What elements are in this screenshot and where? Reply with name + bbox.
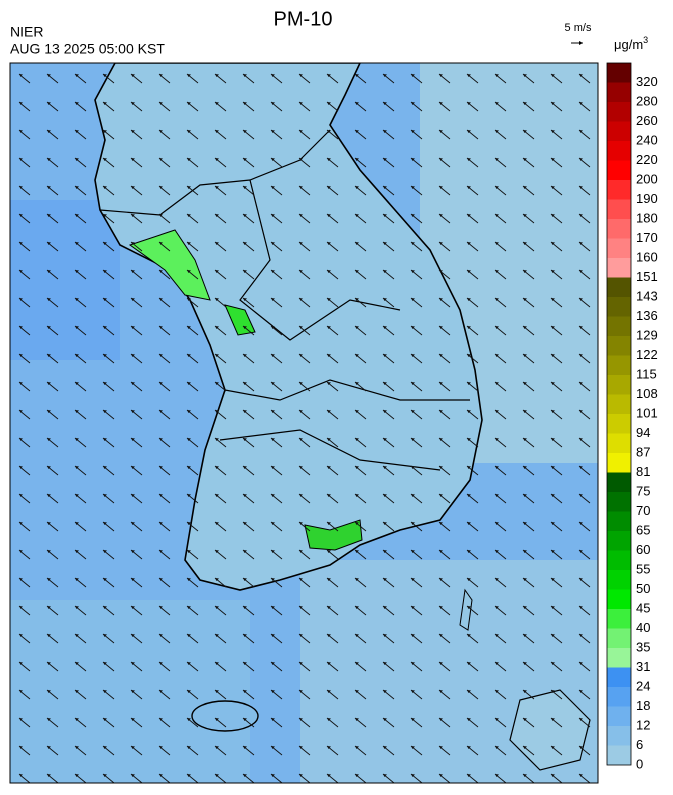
colorbar-segment [607, 394, 631, 414]
colorbar-tick-label: 18 [636, 698, 650, 713]
colorbar-segment [607, 121, 631, 141]
colorbar-segment [607, 667, 631, 687]
colorbar-segment [607, 531, 631, 551]
colorbar-tick-label: 12 [636, 717, 650, 732]
source: NIER [10, 24, 43, 40]
colorbar-tick-label: 108 [636, 386, 658, 401]
colorbar-segment [607, 180, 631, 200]
colorbar-tick-label: 136 [636, 308, 658, 323]
colorbar-tick-label: 101 [636, 405, 658, 420]
colorbar-segment [607, 628, 631, 648]
colorbar-segment [607, 433, 631, 453]
colorbar-tick-label: 24 [636, 678, 650, 693]
colorbar-segment [607, 570, 631, 590]
colorbar-segment [607, 316, 631, 336]
colorbar-tick-label: 87 [636, 444, 650, 459]
colorbar-tick-label: 190 [636, 191, 658, 206]
colorbar-segment [607, 550, 631, 570]
colorbar-tick-label: 70 [636, 503, 650, 518]
colorbar-tick-label: 31 [636, 659, 650, 674]
colorbar-segment [607, 511, 631, 531]
colorbar-tick-label: 115 [636, 366, 657, 381]
colorbar-tick-label: 35 [636, 639, 650, 654]
colorbar-tick-label: 94 [636, 425, 650, 440]
colorbar-segment [607, 355, 631, 375]
colorbar-tick-label: 160 [636, 249, 658, 264]
wind-scale-label: 5 m/s [565, 22, 592, 34]
colorbar-segment [607, 609, 631, 629]
colorbar-frame [606, 62, 632, 766]
colorbar-tick-label: 6 [636, 737, 643, 752]
colorbar-segment [607, 277, 631, 297]
colorbar-tick-label: 240 [636, 132, 658, 147]
unit-base: μg/m [614, 37, 643, 52]
colorbar-segment [607, 453, 631, 473]
colorbar-segment [607, 589, 631, 609]
wind-scale-arrow [571, 41, 583, 45]
colorbar-tick-label: 0 [636, 756, 643, 771]
colorbar-segment [607, 219, 631, 239]
colorbar-tick-label: 50 [636, 581, 650, 596]
colorbar-tick-label: 55 [636, 561, 650, 576]
unit-exponent: 3 [643, 35, 648, 45]
colorbar-segment [607, 492, 631, 512]
colorbar-segment [607, 648, 631, 668]
colorbar-tick-label: 40 [636, 620, 650, 635]
timestamp: AUG 13 2025 05:00 KST [10, 41, 165, 57]
colorbar-tick-label: 75 [636, 483, 650, 498]
colorbar-tick-label: 65 [636, 522, 650, 537]
colorbar-segment [607, 141, 631, 161]
colorbar-segment [607, 160, 631, 180]
colorbar-segment [607, 414, 631, 434]
colorbar-tick-label: 170 [636, 230, 658, 245]
colorbar: 0 6 12 18 24 31 35 40 45 50 55 60 65 70 75 81 87 94 101 108… [606, 62, 658, 771]
colorbar-tick-label: 122 [636, 347, 658, 362]
colorbar-segment [607, 336, 631, 356]
title: PM-10 [274, 8, 333, 30]
colorbar-segment [607, 375, 631, 395]
colorbar-tick-label: 200 [636, 171, 658, 186]
colorbar-segment [607, 82, 631, 102]
colorbar-tick-label: 143 [636, 288, 658, 303]
colorbar-segment [607, 745, 631, 765]
colorbar-segment [607, 199, 631, 219]
colorbar-tick-label: 151 [636, 269, 658, 284]
colorbar-segment [607, 726, 631, 746]
colorbar-segment [607, 472, 631, 492]
colorbar-segment [607, 687, 631, 707]
map [10, 63, 598, 783]
map-frame [9, 62, 599, 784]
colorbar-tick-label: 280 [636, 93, 658, 108]
colorbar-segment [607, 297, 631, 317]
colorbar-tick-label: 260 [636, 113, 658, 128]
colorbar-tick-label: 45 [636, 600, 650, 615]
colorbar-tick-label: 320 [636, 74, 658, 89]
colorbar-segment [607, 238, 631, 258]
colorbar-tick-label: 129 [636, 327, 658, 342]
colorbar-tick-label: 220 [636, 152, 658, 167]
colorbar-segment [607, 102, 631, 122]
unit-label: μg/m3 [614, 35, 648, 52]
colorbar-tick-label: 81 [636, 464, 650, 479]
colorbar-segment [607, 258, 631, 278]
colorbar-tick-label: 180 [636, 210, 658, 225]
colorbar-tick-label: 60 [636, 542, 650, 557]
colorbar-segment [607, 63, 631, 83]
colorbar-segment [607, 706, 631, 726]
